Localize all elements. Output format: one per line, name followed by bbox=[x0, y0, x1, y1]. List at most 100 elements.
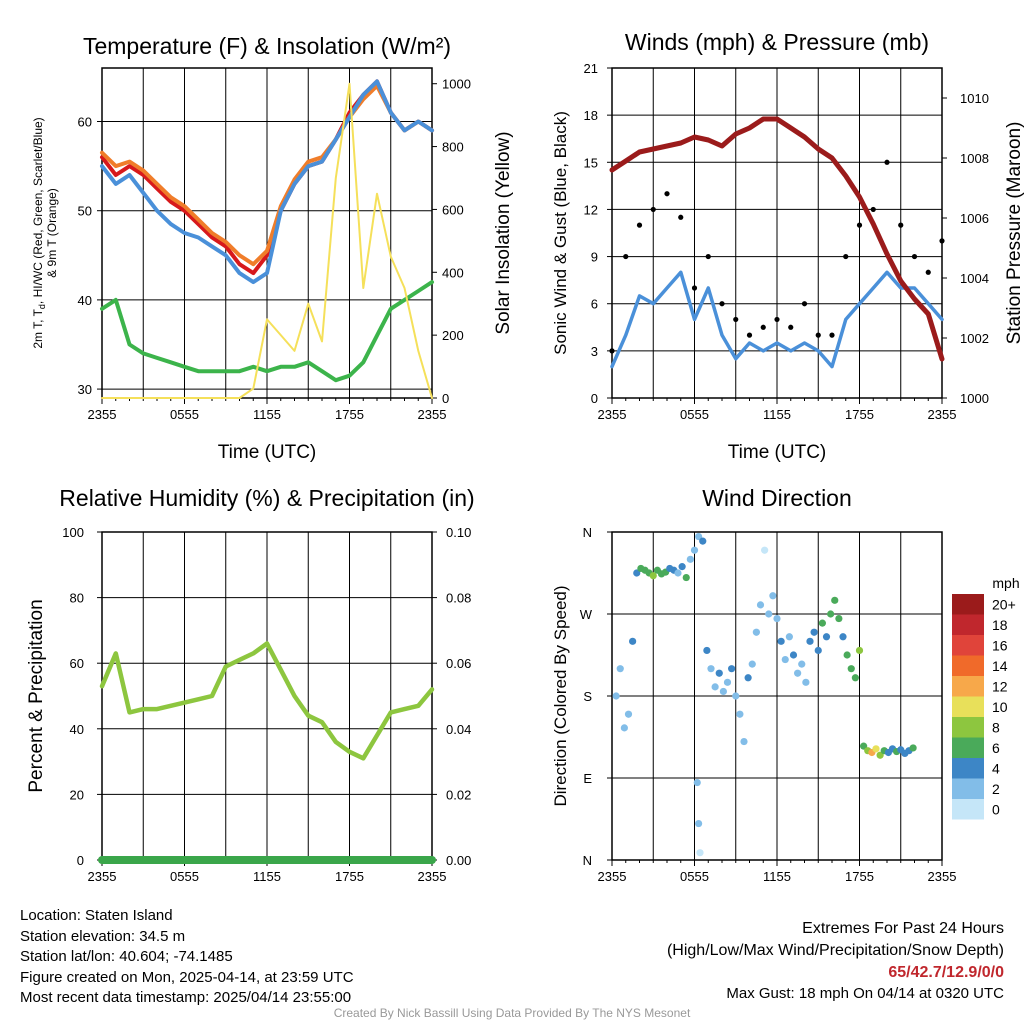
series-line-solar-insolation bbox=[101, 82, 433, 399]
direction-point bbox=[810, 628, 818, 636]
legend-label: 4 bbox=[992, 760, 1000, 776]
gust-point bbox=[939, 238, 945, 244]
legend-swatch bbox=[952, 676, 984, 697]
direction-point bbox=[707, 665, 715, 673]
x-tick-label: 2355 bbox=[88, 869, 117, 884]
y2-tick-label: 0 bbox=[442, 391, 449, 406]
extremes-box: Extremes For Past 24 Hours (High/Low/Max… bbox=[667, 918, 1004, 1004]
y-axis-label-group: 2m T, Td, HI/WC (Red, Green, Scarlet/Blu… bbox=[31, 117, 59, 348]
legend-swatch bbox=[952, 799, 984, 820]
y2-tick-label: 1006 bbox=[960, 211, 989, 226]
extremes-values: 65/42.7/12.9/0/0 bbox=[888, 964, 1004, 981]
y-tick-label: 0 bbox=[591, 391, 598, 406]
legend-label: 0 bbox=[992, 801, 1000, 817]
chart-title: Temperature (F) & Insolation (W/m²) bbox=[83, 33, 451, 59]
x-tick-label: 1155 bbox=[253, 869, 281, 884]
y2-tick-label: 1010 bbox=[960, 91, 989, 106]
y2-tick-label: 0.06 bbox=[446, 656, 471, 671]
y2-tick-label: 1004 bbox=[960, 271, 989, 286]
y-tick-label: 21 bbox=[584, 61, 598, 76]
direction-point bbox=[814, 646, 822, 655]
direction-point bbox=[839, 633, 847, 641]
x-tick-label: 1755 bbox=[335, 407, 364, 422]
y-tick-label: 15 bbox=[584, 155, 598, 170]
direction-point bbox=[773, 614, 781, 623]
gust-point bbox=[650, 206, 656, 213]
y2-tick-label: 0.08 bbox=[446, 591, 471, 606]
direction-point bbox=[860, 742, 868, 750]
y-tick-label: 0 bbox=[77, 853, 84, 868]
legend-swatch bbox=[952, 717, 984, 738]
x-tick-label: 2355 bbox=[418, 869, 447, 884]
direction-point bbox=[835, 614, 843, 623]
direction-point bbox=[616, 665, 624, 673]
gust-point bbox=[760, 324, 766, 330]
x-tick-label: 2355 bbox=[598, 407, 627, 422]
direction-point bbox=[909, 744, 917, 752]
gust-point bbox=[719, 301, 725, 307]
max-gust: Max Gust: 18 mph On 04/14 at 0320 UTC bbox=[726, 985, 1004, 1002]
legend-label: 10 bbox=[992, 699, 1008, 715]
direction-point bbox=[690, 546, 699, 554]
y2-axis-label: Solar Insolation (Yellow) bbox=[493, 131, 514, 334]
legend-title: mph bbox=[992, 575, 1019, 591]
gust-point bbox=[636, 222, 643, 228]
direction-point bbox=[703, 646, 711, 655]
direction-point bbox=[629, 637, 637, 645]
station-location: Location: Staten Island bbox=[20, 907, 173, 924]
y2-tick-label: 0.00 bbox=[446, 853, 471, 868]
series-line-sonic-wind bbox=[610, 270, 944, 369]
direction-point bbox=[732, 692, 740, 700]
direction-point bbox=[794, 669, 802, 677]
chart-title: Winds (mph) & Pressure (mb) bbox=[625, 29, 929, 55]
legend-swatch bbox=[952, 614, 984, 635]
gust-point bbox=[843, 253, 849, 260]
direction-point bbox=[756, 601, 765, 609]
direction-point bbox=[633, 569, 641, 577]
direction-point bbox=[695, 532, 703, 541]
y-axis-label-line2: & 9m T (Orange) bbox=[45, 188, 59, 278]
direction-point bbox=[827, 610, 835, 618]
station-latlon: Station lat/lon: 40.604; -74.1485 bbox=[20, 948, 233, 965]
legend-label: 14 bbox=[992, 658, 1008, 674]
gust-point bbox=[925, 269, 931, 275]
direction-point bbox=[822, 633, 831, 641]
y-tick-label: 9 bbox=[591, 250, 598, 265]
y-tick-label: 30 bbox=[78, 382, 92, 397]
direction-point bbox=[843, 651, 851, 659]
gust-point bbox=[884, 159, 890, 165]
x-tick-label: 1155 bbox=[763, 869, 791, 884]
direction-point bbox=[719, 687, 727, 696]
gust-point bbox=[774, 316, 780, 323]
gust-point bbox=[733, 316, 739, 323]
direction-point bbox=[744, 674, 752, 682]
direction-point bbox=[802, 678, 810, 686]
direction-point bbox=[761, 546, 769, 554]
series-line-relative-humidity bbox=[99, 641, 435, 761]
direction-point bbox=[682, 573, 690, 582]
gust-point bbox=[609, 348, 615, 354]
y-tick-label: 60 bbox=[70, 656, 84, 671]
y2-tick-label: 1000 bbox=[960, 391, 989, 406]
direction-point bbox=[649, 572, 657, 580]
x-tick-label: 1755 bbox=[845, 407, 874, 422]
gust-point bbox=[664, 191, 670, 197]
direction-point bbox=[674, 569, 682, 577]
x-tick-label: 1155 bbox=[253, 407, 281, 422]
x-axis-label: Time (UTC) bbox=[728, 442, 827, 463]
direction-point bbox=[740, 737, 748, 746]
legend-label: 12 bbox=[992, 678, 1008, 694]
direction-point bbox=[847, 665, 855, 673]
meteogram-charts: 2355 0555 1155 1755 2355 Temperature (F) & In… bbox=[26, 29, 1024, 884]
recent-timestamp: Most recent data timestamp: 2025/04/14 2… bbox=[20, 989, 352, 1006]
y-tick-label: S bbox=[583, 689, 592, 704]
x-tick-label: 1155 bbox=[763, 407, 791, 422]
x-tick-label: 1755 bbox=[335, 869, 364, 884]
direction-point bbox=[831, 596, 839, 604]
direction-point bbox=[855, 646, 864, 655]
y-tick-label: N bbox=[583, 853, 592, 868]
legend-swatch bbox=[952, 758, 984, 779]
legend-label: 20+ bbox=[992, 596, 1016, 612]
gust-point bbox=[829, 332, 835, 338]
legend-label: 18 bbox=[992, 617, 1008, 633]
